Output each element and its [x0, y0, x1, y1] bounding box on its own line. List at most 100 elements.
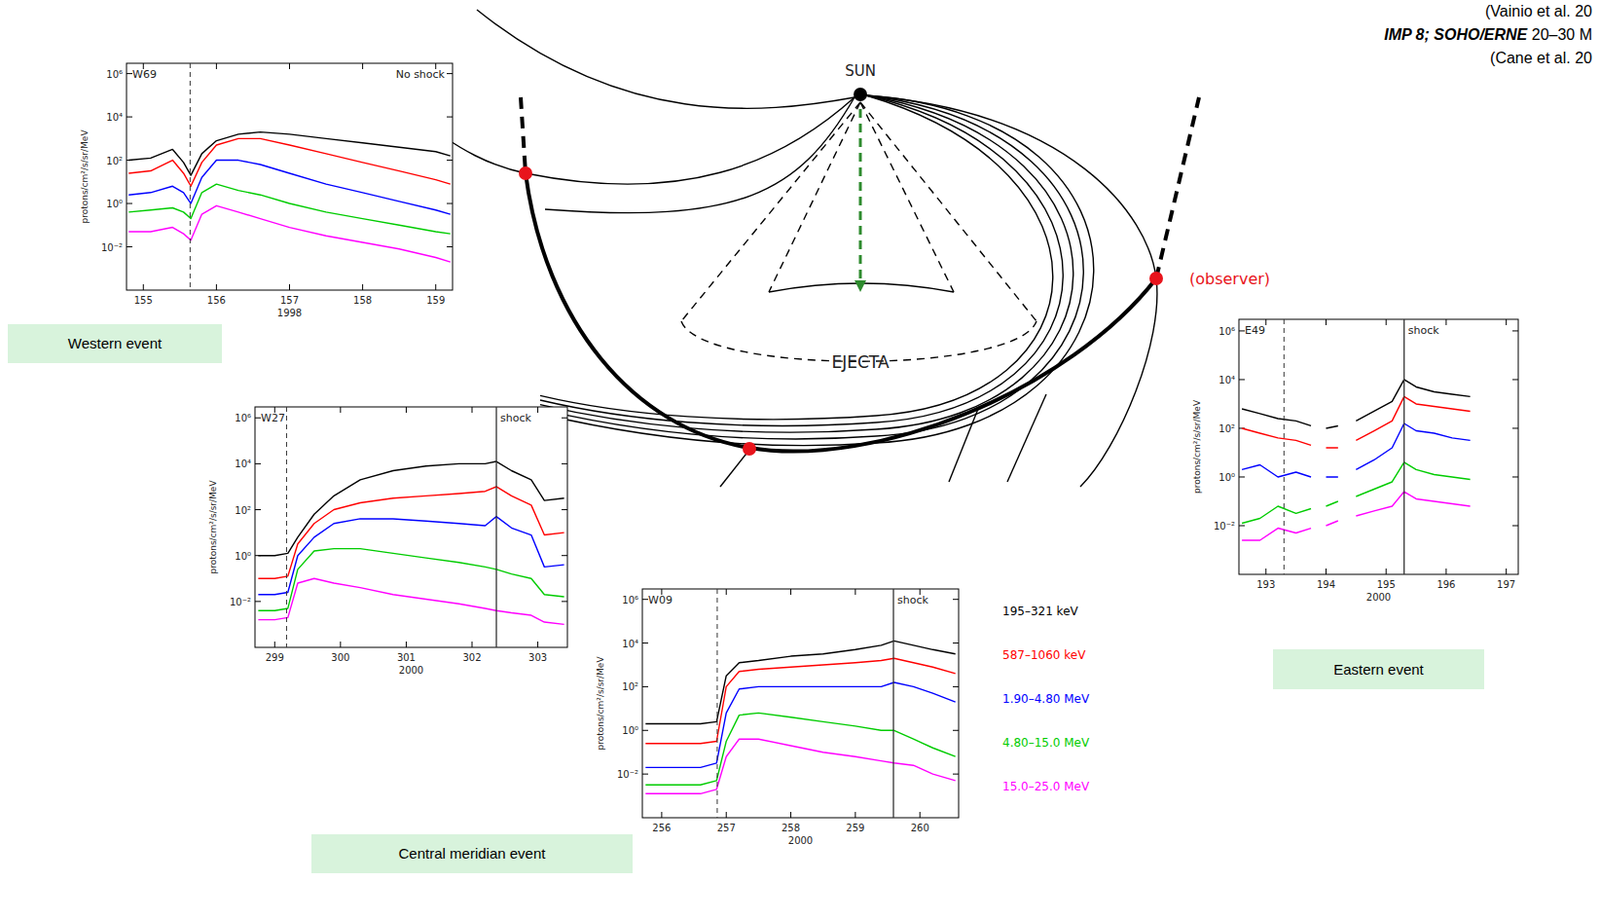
- series-line: [257, 486, 564, 579]
- chart: 10⁻²10⁰10²10⁴10⁶1931941951961972000proto…: [1192, 319, 1519, 690]
- tick: [952, 642, 959, 644]
- tick: [1325, 568, 1327, 575]
- tick: [1512, 524, 1519, 526]
- tick-label: 301: [397, 652, 416, 663]
- event-line: [892, 588, 894, 818]
- tick: [1238, 475, 1245, 477]
- tick: [790, 588, 792, 595]
- tick: [561, 554, 568, 556]
- axis-title: 1998: [277, 307, 302, 319]
- tick-label: 256: [652, 822, 671, 834]
- tick: [854, 588, 856, 595]
- figure: SUNEJECTA(observer)(Vainio et al. 20IMP …: [0, 0, 1600, 918]
- shock-label: shock: [1408, 324, 1440, 337]
- tick: [1265, 568, 1267, 575]
- instrument-line: IMP 8; SOHO/ERNE 20–30 M: [1383, 26, 1593, 43]
- shock-label: shock: [500, 411, 532, 425]
- series-line: [257, 578, 564, 624]
- tick-label: 10⁶: [621, 594, 639, 606]
- tick: [289, 284, 291, 291]
- tick-label: 156: [207, 294, 226, 306]
- series-line: [128, 183, 451, 234]
- series-line: [645, 738, 955, 794]
- event-line: [189, 63, 191, 291]
- tick: [854, 811, 856, 818]
- tick: [919, 811, 921, 818]
- tick: [339, 406, 341, 413]
- ejecta-arrow: [859, 109, 863, 281]
- sun-label: SUN: [844, 62, 876, 80]
- field-line: [720, 449, 750, 487]
- tick: [1512, 378, 1519, 380]
- tick: [642, 686, 649, 688]
- tick-label: 10⁶: [234, 412, 252, 424]
- series-line: [128, 138, 451, 186]
- shock-label: shock: [897, 593, 929, 607]
- field-line: [540, 95, 1054, 420]
- tick-label: 158: [353, 294, 372, 306]
- tick-label: 194: [1316, 579, 1336, 590]
- tick: [216, 63, 218, 70]
- event-label: W69: [132, 68, 157, 81]
- tick: [405, 406, 407, 413]
- series-group: [257, 461, 564, 624]
- observer-point: [518, 166, 533, 181]
- tick-label: 10⁻²: [1213, 520, 1236, 532]
- plot-frame: [126, 63, 453, 291]
- tick-label: 193: [1256, 579, 1275, 590]
- series-line: [645, 682, 955, 767]
- series-line: [1241, 379, 1471, 429]
- caption: Eastern event: [1333, 660, 1424, 678]
- event-line: [495, 406, 497, 648]
- instrument: IMP 8; SOHO/ERNE: [1383, 26, 1528, 43]
- arrow-head: [854, 280, 867, 292]
- tick: [446, 116, 453, 118]
- tick-label: 10⁻²: [101, 242, 123, 254]
- tick-label: 10⁴: [234, 458, 252, 470]
- tick: [254, 600, 261, 602]
- tick-label: 10⁰: [621, 725, 639, 736]
- tick: [660, 811, 662, 818]
- series-line: [128, 160, 451, 215]
- tick-label: 155: [134, 294, 153, 306]
- event-label: E49: [1244, 324, 1266, 337]
- legend-entry: 195–321 keV: [1002, 604, 1080, 619]
- tick: [446, 203, 453, 205]
- tick: [561, 463, 568, 465]
- series-line: [1241, 423, 1471, 477]
- event-line: [1283, 319, 1285, 575]
- tick: [435, 284, 437, 291]
- tick-label: 10²: [106, 155, 123, 167]
- legend-entry: 587–1060 keV: [1002, 648, 1087, 662]
- ejecta-cone: [860, 102, 954, 292]
- tick: [726, 811, 728, 818]
- event-label: W27: [260, 411, 286, 425]
- sun: [853, 87, 868, 102]
- tick: [790, 811, 792, 818]
- tick: [642, 642, 649, 644]
- tick: [216, 284, 218, 291]
- tick: [1238, 378, 1245, 380]
- tick: [274, 641, 276, 648]
- tick-label: 299: [265, 652, 285, 663]
- field-line: [1007, 394, 1047, 482]
- tick-label: 10⁻²: [229, 596, 252, 608]
- tick: [1512, 475, 1519, 477]
- shock-front: [525, 173, 1157, 452]
- tick: [952, 729, 959, 731]
- series-line: [1241, 462, 1471, 524]
- tick: [405, 641, 407, 648]
- energy: 20–30 M: [1527, 26, 1593, 43]
- tick: [1385, 319, 1387, 326]
- observer-label: (observer): [1189, 269, 1271, 289]
- tick-label: 10⁶: [1218, 326, 1236, 337]
- tick: [446, 72, 453, 74]
- shock-front: [520, 97, 526, 174]
- tick: [952, 686, 959, 688]
- tick: [362, 63, 364, 70]
- tick-label: 258: [781, 822, 800, 834]
- ejecta-cone: [860, 102, 1037, 322]
- tick: [1385, 568, 1387, 575]
- tick: [1512, 427, 1519, 429]
- tick: [339, 641, 341, 648]
